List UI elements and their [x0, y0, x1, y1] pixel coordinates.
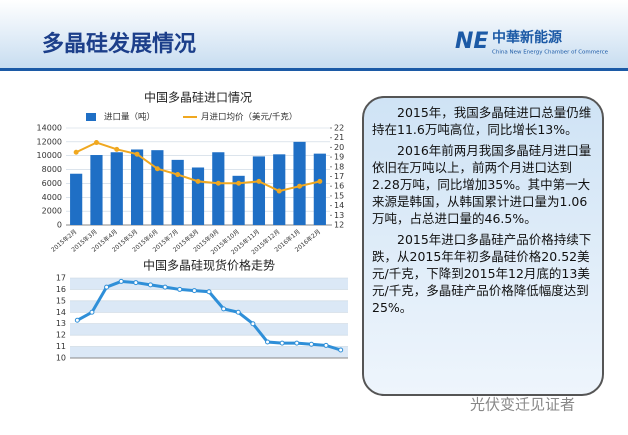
line-marker [235, 309, 241, 315]
line-marker [206, 289, 212, 295]
line-marker [279, 340, 285, 346]
bar [232, 175, 245, 225]
y2-tick-label: 14 [334, 201, 344, 210]
line-marker [154, 166, 160, 172]
y2-tick-label: 21 [334, 133, 344, 142]
paragraph: 2016年前两月我国多晶硅月进口量依旧在万吨以上，前两个月进口达到2.28万吨，… [372, 143, 592, 226]
logo-subtitle: China New Energy Chamber of Commerce [492, 50, 609, 56]
line-marker [93, 140, 99, 146]
line-marker [147, 282, 153, 288]
header-rule [0, 68, 628, 71]
y2-tick-label: 15 [334, 191, 344, 200]
legend-swatch [86, 113, 96, 121]
line-marker [191, 288, 197, 294]
line-marker [114, 146, 120, 152]
y-tick-label: 6000 [42, 179, 62, 188]
line-marker [74, 317, 80, 323]
line-marker [338, 347, 344, 353]
y2-tick-label: 13 [334, 211, 344, 220]
line-marker [195, 178, 201, 184]
y-tick-label: 8000 [42, 165, 62, 174]
y2-tick-label: 20 [334, 143, 344, 152]
line-marker [162, 284, 168, 290]
y2-tick-label: 22 [334, 124, 344, 133]
y-tick-label: 2000 [42, 207, 62, 216]
y-tick-label: 14000 [37, 124, 62, 133]
watermark: 光伏变迁见证者 [470, 396, 575, 414]
line-marker [236, 180, 242, 186]
line-marker [256, 178, 262, 184]
bar [293, 141, 306, 225]
line-marker [250, 321, 256, 327]
chart-title: 中国多晶硅现货价格走势 [143, 258, 275, 273]
line-marker [175, 172, 181, 178]
line-marker [294, 340, 300, 346]
line-marker [177, 286, 183, 292]
line-marker [265, 339, 271, 345]
slide-title: 多晶硅发展情况 [42, 31, 196, 57]
bar [212, 152, 225, 225]
line-marker [73, 149, 79, 155]
line-marker [276, 188, 282, 194]
line-marker [221, 306, 227, 312]
y-tick-label: 12 [56, 331, 66, 340]
y-tick-label: 10000 [37, 151, 62, 160]
legend-label: 进口量（吨） [104, 112, 155, 123]
bar [191, 167, 205, 225]
bar [90, 155, 103, 225]
bar [70, 173, 83, 225]
logo-mark: NE [455, 29, 488, 54]
line-marker [323, 342, 329, 348]
line-marker [308, 341, 314, 347]
y-tick-label: 14 [56, 308, 66, 317]
y2-tick-label: 12 [334, 221, 344, 230]
text-box: 2015年，我国多晶硅进口总量仍维持在11.6万吨高位，同比增长13%。 201… [362, 96, 604, 396]
paragraph: 2015年，我国多晶硅进口总量仍维持在11.6万吨高位，同比增长13%。 [372, 105, 592, 137]
y2-tick-label: 16 [334, 182, 344, 191]
y-tick-label: 15 [56, 296, 66, 305]
y2-tick-label: 18 [334, 162, 344, 171]
grid-band [70, 346, 348, 358]
bar [252, 156, 266, 225]
grid-band [70, 278, 348, 290]
logo-name: 中華新能源 [492, 29, 562, 46]
line-marker [297, 183, 303, 189]
line-marker [89, 309, 95, 315]
line-marker [215, 180, 221, 186]
y2-tick-label: 17 [334, 172, 344, 181]
y-tick-label: 12000 [37, 137, 62, 146]
header-band [0, 0, 628, 70]
grid-band [70, 323, 348, 336]
line-marker [133, 280, 139, 286]
grid-band [70, 300, 348, 313]
paragraph: 2015年进口多晶硅产品价格持续下跌，从2015年年初多晶硅价格20.52美元/… [372, 232, 592, 315]
line-marker [134, 151, 140, 157]
bar [130, 149, 144, 225]
bar [171, 159, 184, 225]
line-marker [104, 284, 110, 290]
y-tick-label: 17 [56, 274, 66, 283]
y2-tick-label: 19 [334, 153, 344, 162]
bar [151, 150, 164, 225]
chart-title: 中国多晶硅进口情况 [144, 90, 252, 105]
y-tick-label: 11 [56, 342, 66, 351]
line-marker [317, 178, 323, 184]
bar [313, 153, 326, 225]
y-tick-label: 10 [56, 354, 66, 363]
y-tick-label: 13 [56, 319, 66, 328]
y-tick-label: 16 [56, 285, 66, 294]
legend-label: 月进口均价（美元/千克） [201, 112, 297, 123]
y-tick-label: 0 [57, 221, 62, 230]
line-marker [118, 278, 124, 284]
bar [110, 152, 123, 225]
y-tick-label: 4000 [42, 193, 62, 202]
